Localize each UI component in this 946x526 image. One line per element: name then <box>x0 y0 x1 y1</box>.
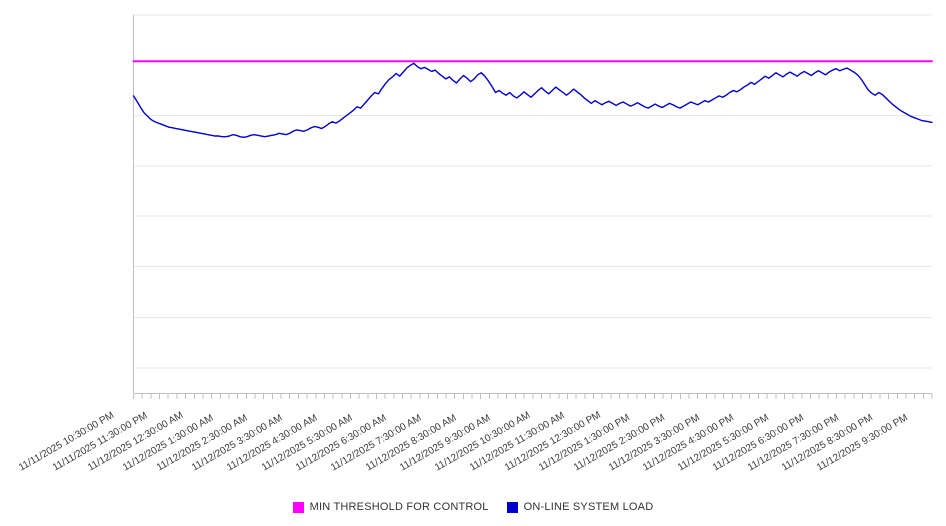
chart-legend: MIN THRESHOLD FOR CONTROL ON-LINE SYSTEM … <box>0 496 946 518</box>
data-series <box>132 60 933 139</box>
legend-label: MIN THRESHOLD FOR CONTROL <box>309 501 489 513</box>
load-line-series <box>132 62 933 139</box>
legend-entry[interactable]: MIN THRESHOLD FOR CONTROL <box>292 501 489 513</box>
legend-color-swatch <box>292 501 304 513</box>
gridlines <box>133 14 932 369</box>
x-axis-labels: 11/11/2025 10:30:00 PM 11/11/2025 11:30:0… <box>0 396 946 486</box>
chart-axes <box>133 15 932 394</box>
legend-color-swatch <box>506 501 518 513</box>
legend-entry[interactable]: ON-LINE SYSTEM LOAD <box>506 501 654 513</box>
legend-label: ON-LINE SYSTEM LOAD <box>523 501 654 513</box>
x-axis-tick-marks <box>133 394 933 399</box>
